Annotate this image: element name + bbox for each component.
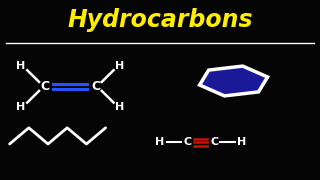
Text: H: H <box>16 61 25 71</box>
Text: C: C <box>92 80 100 93</box>
Text: C: C <box>183 137 191 147</box>
Polygon shape <box>200 66 268 96</box>
Text: H: H <box>116 102 124 112</box>
Text: H: H <box>237 137 246 147</box>
Text: Hydrocarbons: Hydrocarbons <box>67 8 253 32</box>
Text: C: C <box>40 80 49 93</box>
Text: H: H <box>156 137 164 147</box>
Text: C: C <box>210 137 219 147</box>
Text: H: H <box>16 102 25 112</box>
Text: H: H <box>116 61 124 71</box>
